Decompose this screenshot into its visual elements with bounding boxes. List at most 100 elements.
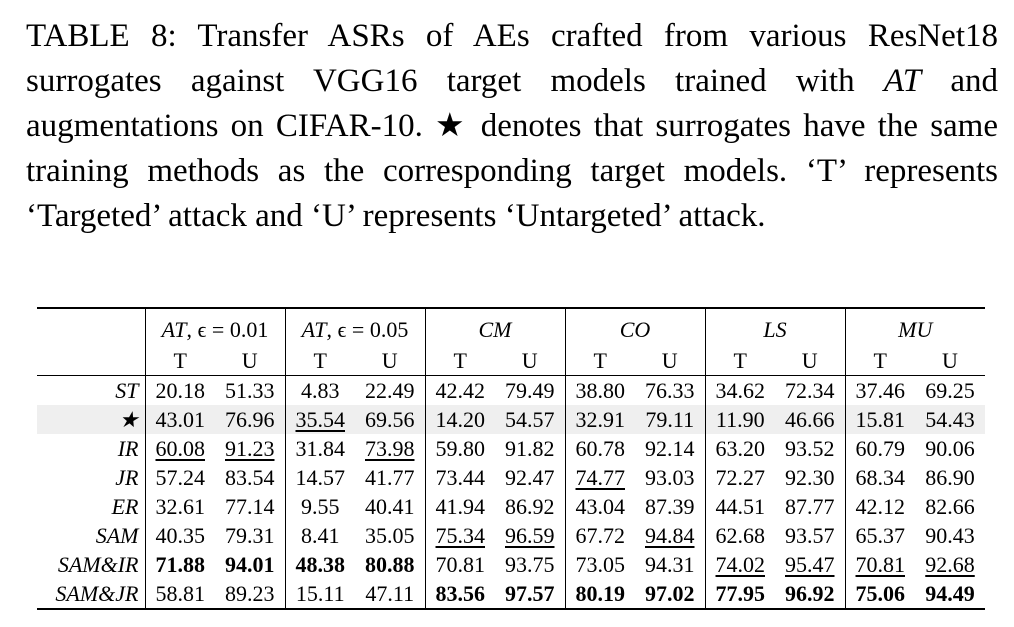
cell-value: 40.41	[365, 493, 415, 519]
caption-italic: AT	[883, 63, 922, 99]
cell-value: 35.54	[295, 406, 346, 432]
cell: 32.61	[145, 492, 215, 521]
cell-value: 31.84	[295, 435, 346, 461]
cell-value: 92.30	[785, 464, 835, 490]
cell-value: 93.57	[785, 522, 835, 548]
cell: 87.39	[635, 492, 706, 521]
cell: 80.19	[565, 579, 635, 609]
group-header: CM	[425, 308, 566, 346]
cell-value: 75.06	[855, 580, 906, 606]
cell: 83.56	[425, 579, 495, 609]
table-row: SAM&IR 71.88 94.01 48.38 80.88 70.81 93.75 73.0…	[37, 550, 985, 579]
cell: 96.92	[775, 579, 846, 609]
cell: 47.11	[355, 579, 426, 609]
row-label: ER	[37, 492, 146, 521]
table-row: ST 20.18 51.33 4.83 22.49 42.42 79.49 38.80 76.3…	[37, 375, 985, 406]
cell: 86.92	[495, 492, 566, 521]
cell-value: 63.20	[715, 435, 766, 461]
cell-value: 83.54	[225, 464, 275, 490]
cell-value: 97.02	[645, 580, 695, 606]
column-header: U	[635, 346, 706, 376]
group-header: CO	[565, 308, 706, 346]
cell-value: 43.01	[155, 406, 206, 432]
group-header: LS	[705, 308, 846, 346]
cell: 60.08	[145, 434, 215, 463]
group-header: AT, ϵ = 0.01	[145, 308, 286, 346]
cell-value: 40.35	[155, 522, 206, 548]
cell: 74.77	[565, 463, 635, 492]
cell: 35.54	[285, 405, 355, 434]
cell-value: 38.80	[575, 377, 626, 403]
cell-value: 93.52	[785, 435, 835, 461]
cell-value: 57.24	[155, 464, 206, 490]
cell: 70.81	[425, 550, 495, 579]
cell: 40.41	[355, 492, 426, 521]
cell-value: 43.04	[575, 493, 626, 519]
table-header: AT, ϵ = 0.01 AT, ϵ = 0.05 CM CO LS MU T U T U T U T U…	[37, 308, 985, 376]
cell: 71.88	[145, 550, 215, 579]
cell-value: 91.23	[225, 435, 275, 461]
cell: 94.84	[635, 521, 706, 550]
cell-value: 73.44	[435, 464, 486, 490]
cell-value: 94.84	[645, 522, 695, 548]
cell-value: 68.34	[855, 464, 906, 490]
cell-value: 95.47	[785, 551, 835, 577]
cell-value: 80.19	[575, 580, 626, 606]
table-row: ER 32.61 77.14 9.55 40.41 41.94 86.92 43.04 87.3…	[37, 492, 985, 521]
cell-value: 65.37	[855, 522, 906, 548]
cell: 32.91	[565, 405, 635, 434]
table-row: IR 60.08 91.23 31.84 73.98 59.80 91.82 60.78 92.…	[37, 434, 985, 463]
row-label: SAM&IR	[37, 550, 146, 579]
cell: 92.68	[915, 550, 985, 579]
caption-text: TABLE 8: Transfer ASRs of AEs crafted fr…	[26, 18, 998, 99]
cell-value: 96.92	[785, 580, 835, 606]
cell: 59.80	[425, 434, 495, 463]
cell: 92.14	[635, 434, 706, 463]
cell: 93.75	[495, 550, 566, 579]
cell-value: 42.12	[855, 493, 906, 519]
cell: 8.41	[285, 521, 355, 550]
cell: 60.78	[565, 434, 635, 463]
cell: 77.14	[215, 492, 286, 521]
table-body: ST 20.18 51.33 4.83 22.49 42.42 79.49 38.80 76.3…	[37, 375, 985, 609]
cell-value: 47.11	[365, 580, 415, 606]
corner	[37, 308, 146, 346]
cell: 91.82	[495, 434, 566, 463]
cell: 42.42	[425, 376, 495, 406]
row-label: SAM&JR	[37, 579, 146, 609]
cell: 60.79	[845, 434, 915, 463]
cell: 41.77	[355, 463, 426, 492]
cell-value: 75.34	[435, 522, 486, 548]
cell-value: 94.01	[225, 551, 275, 577]
cell: 72.34	[775, 375, 846, 405]
cell-value: 76.33	[645, 377, 695, 403]
cell: 94.49	[915, 579, 985, 609]
cell: 69.56	[355, 405, 426, 434]
cell: 67.72	[565, 521, 635, 550]
cell-value: 15.81	[855, 406, 906, 432]
cell-value: 69.56	[365, 406, 415, 432]
cell: 91.23	[215, 434, 286, 463]
column-header: T	[873, 347, 887, 373]
cell-value: 72.34	[785, 377, 835, 403]
row-label: ★	[37, 405, 146, 434]
cell-value: 74.77	[575, 464, 626, 490]
column-header: T	[593, 347, 607, 373]
group-header: AT, ϵ = 0.05	[285, 308, 426, 346]
cell: 63.20	[705, 434, 775, 463]
group-param: , ϵ = 0.05	[326, 316, 409, 342]
table-row: SAM 40.35 79.31 8.41 35.05 75.34 96.59 67.72 94.…	[37, 521, 985, 550]
cell: 90.06	[915, 434, 985, 463]
cell-value: 9.55	[301, 493, 340, 519]
cell: 82.66	[915, 492, 985, 521]
group-name: LS	[763, 316, 787, 342]
cell: 40.35	[145, 521, 215, 550]
cell-value: 51.33	[225, 377, 275, 403]
cell-value: 79.49	[505, 377, 555, 403]
cell-value: 93.03	[645, 464, 695, 490]
cell-value: 8.41	[301, 522, 340, 548]
column-header: T	[173, 347, 187, 373]
cell: 31.84	[285, 434, 355, 463]
group-name: CM	[478, 316, 512, 342]
